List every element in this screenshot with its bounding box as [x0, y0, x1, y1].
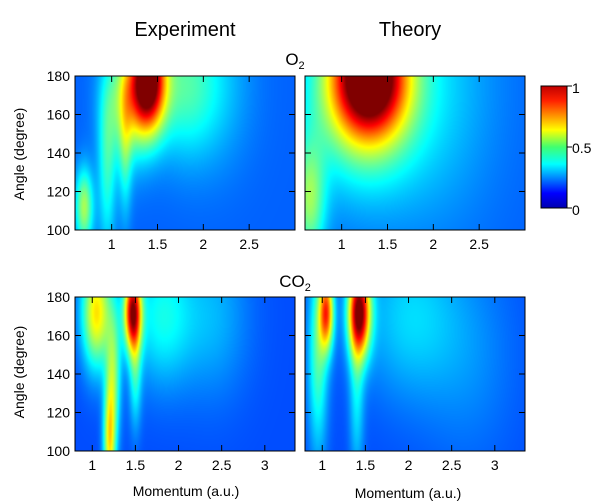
heatmap-panel-o2-theory: 1 1.5 2 2.5 — [304, 75, 526, 252]
x-tick-label-o2-experiment: 1.5 — [148, 236, 168, 252]
y-axis-label-bottom: Angle (degree) — [11, 326, 27, 419]
y-axis-label-top: Angle (degree) — [11, 108, 27, 201]
x-tick-label-co2-theory: 1.5 — [356, 457, 376, 473]
x-tick-label-o2-experiment: 2 — [199, 236, 207, 252]
heatmap-panel-co2-theory: 1 1.5 2 2.5 3 — [304, 296, 526, 473]
x-tick-label-co2-experiment: 2 — [175, 457, 183, 473]
heatmap-image-o2-experiment — [75, 76, 295, 230]
y-tick-label-co2-experiment: 160 — [47, 328, 71, 344]
x-tick-label-o2-theory: 1.5 — [378, 236, 398, 252]
column-title-theory: Theory — [379, 19, 441, 41]
x-tick-label-o2-theory: 2.5 — [469, 236, 489, 252]
row-title-co2-main: CO — [279, 272, 305, 291]
heatmap-panel-co2-experiment: 1 1.5 2 2.5 3 100 120 140 160 180 — [47, 289, 296, 473]
svg-text:CO2: CO2 — [279, 272, 311, 294]
x-tick-label-co2-experiment: 1 — [88, 457, 96, 473]
x-tick-label-o2-experiment: 1 — [108, 236, 116, 252]
y-tick-label-o2-experiment: 180 — [47, 68, 71, 84]
svg-text:O2: O2 — [285, 50, 304, 72]
row-title-o2-main: O — [285, 50, 298, 69]
x-axis-label-bottom-right: Momentum (a.u.) — [355, 485, 462, 501]
x-tick-label-co2-experiment: 1.5 — [126, 457, 146, 473]
colorbar-label-0: 0 — [572, 202, 580, 218]
x-axis-label-bottom-left: Momentum (a.u.) — [133, 483, 240, 499]
row-title-co2: CO2 — [279, 272, 311, 294]
y-tick-label-o2-experiment: 160 — [47, 107, 71, 123]
y-tick-label-o2-experiment: 100 — [47, 222, 71, 238]
x-tick-label-co2-theory: 3 — [491, 457, 499, 473]
y-tick-label-o2-experiment: 120 — [47, 184, 71, 200]
y-tick-label-co2-experiment: 120 — [47, 405, 71, 421]
row-title-co2-subscript: 2 — [305, 282, 311, 294]
x-tick-label-co2-theory: 1 — [318, 457, 326, 473]
y-tick-label-co2-experiment: 180 — [47, 289, 71, 305]
colorbar: 1 0.5 0 — [540, 80, 592, 218]
heatmap-panel-o2-experiment: 1 1.5 2 2.5 100 120 140 160 180 — [47, 68, 296, 252]
y-tick-label-o2-experiment: 140 — [47, 145, 71, 161]
x-tick-label-o2-theory: 2 — [429, 236, 437, 252]
colorbar-label-1: 1 — [572, 80, 580, 96]
colorbar-gradient — [541, 86, 567, 208]
x-tick-label-co2-theory: 2 — [405, 457, 413, 473]
column-title-experiment: Experiment — [134, 19, 236, 41]
x-tick-label-o2-theory: 1 — [338, 236, 346, 252]
x-tick-label-co2-experiment: 2.5 — [212, 457, 232, 473]
heatmap-image-o2-theory — [305, 76, 525, 230]
row-title-o2-subscript: 2 — [299, 60, 305, 72]
row-title-o2: O2 — [285, 50, 304, 72]
y-tick-label-co2-experiment: 100 — [47, 443, 71, 459]
heatmap-image-co2-theory — [305, 297, 525, 451]
x-tick-label-co2-experiment: 3 — [261, 457, 269, 473]
colorbar-label-05: 0.5 — [572, 140, 592, 156]
y-tick-label-co2-experiment: 140 — [47, 366, 71, 382]
heatmap-image-co2-experiment — [75, 297, 295, 451]
x-tick-label-o2-experiment: 2.5 — [239, 236, 259, 252]
x-tick-label-co2-theory: 2.5 — [442, 457, 462, 473]
